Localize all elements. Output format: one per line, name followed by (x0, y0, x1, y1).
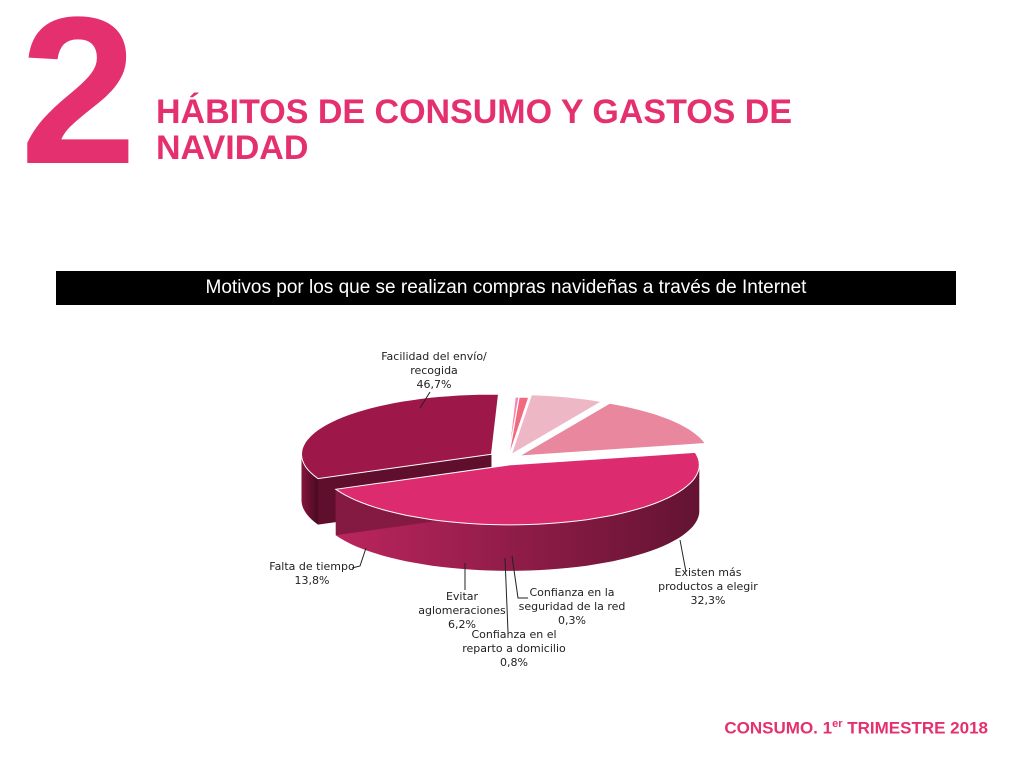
pie-slice (300, 393, 500, 480)
slice-category-label: Evitar (446, 590, 479, 603)
leader-line (419, 391, 431, 409)
slice-value-label: 6,2% (448, 618, 476, 631)
footer-suffix: TRIMESTRE 2018 (842, 718, 988, 738)
footer-superscript: er (832, 718, 843, 730)
section-title: HÁBITOS DE CONSUMO Y GASTOS DE NAVIDAD (156, 93, 793, 167)
pie-slice-side (335, 464, 700, 571)
slice-category-label: Falta de tiempo (269, 560, 355, 573)
footer: CONSUMO. 1er TRIMESTRE 2018 (724, 718, 988, 739)
slice-category-label: Confianza en la (529, 586, 614, 599)
slice-category-label: Confianza en el (471, 628, 556, 641)
chart-title-banner: Motivos por los que se realizan compras … (56, 271, 956, 305)
slice-category-label: Existen más (675, 566, 742, 579)
footer-prefix: CONSUMO. 1 (724, 718, 833, 738)
slice-category-label: Facilidad del envío/ (381, 350, 487, 363)
slice-category-label: seguridad de la red (519, 600, 626, 613)
section-number: 2 (20, 0, 137, 208)
slice-category-label: recogida (410, 364, 458, 377)
pie-slice (507, 396, 520, 458)
pie-slice-side (301, 454, 318, 525)
chart-title: Motivos por los que se realizan compras … (205, 277, 807, 298)
slice-category-label: reparto a domicilio (462, 642, 566, 655)
pie-tops (300, 393, 707, 526)
leader-line (351, 547, 367, 569)
slice-value-label: 13,8% (295, 574, 330, 587)
pie-sides (301, 454, 700, 571)
pie-slice (510, 394, 604, 456)
leader-line (511, 555, 528, 599)
slice-value-label: 0,3% (558, 614, 586, 627)
pie-slice (519, 402, 707, 457)
slice-category-label: aglomeraciones (418, 604, 506, 617)
leader-line (679, 539, 687, 573)
slice-value-label: 32,3% (691, 594, 726, 607)
slice-value-label: 0,8% (500, 656, 528, 669)
slice-category-label: productos a elegir (658, 580, 758, 593)
slice-value-label: 46,7% (417, 378, 452, 391)
pie-slice (508, 396, 530, 458)
leader-line (504, 557, 509, 633)
pie-slice-cut (335, 464, 510, 536)
pie-slice (334, 451, 700, 526)
pie-slice-cut (317, 454, 492, 525)
